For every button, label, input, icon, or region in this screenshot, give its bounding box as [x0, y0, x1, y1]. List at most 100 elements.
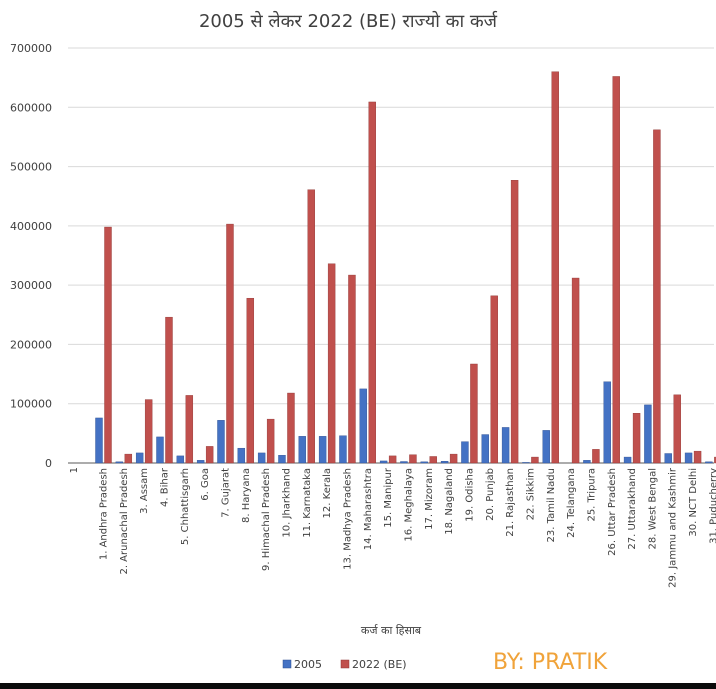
bar-2005	[522, 462, 530, 464]
x-tick-label: 1. Andhra Pradesh	[99, 468, 110, 560]
bar-2005	[644, 404, 652, 464]
bar-2022	[510, 180, 519, 464]
bar-2022	[388, 455, 397, 464]
x-tick-label: 28. West Bengal	[647, 468, 658, 549]
bar-2005	[583, 460, 591, 464]
x-tick-label: 18. Nagaland	[444, 468, 455, 535]
bar-2005	[278, 455, 286, 464]
x-tick-label: 17. Mizoram	[424, 468, 435, 530]
legend-swatch-2022	[340, 659, 350, 669]
x-tick-label: 25. Tripura	[586, 468, 597, 522]
x-tick-label: 24. Telangana	[566, 468, 577, 538]
x-tick-label: 19. Odisha	[464, 468, 475, 522]
x-tick-label: 9. Himachal Pradesh	[261, 468, 272, 571]
bar-2022	[673, 394, 681, 464]
bar-2005	[420, 461, 428, 464]
bar-2005	[400, 461, 408, 464]
bar-2022	[226, 223, 234, 464]
bar-2022	[307, 189, 315, 464]
y-tick-label: 700000	[10, 42, 52, 55]
bar-2005	[339, 435, 347, 464]
x-tick-label: 23. Tamil Nadu	[546, 468, 557, 542]
x-tick-label: 29. Jammu and Kashmir	[668, 467, 679, 588]
x-tick-label: 31. Puducherry	[708, 468, 716, 544]
x-tick-label: 8. Haryana	[241, 468, 252, 523]
x-tick-label: 4. Bihar	[159, 467, 170, 507]
bar-2022	[693, 450, 702, 464]
bar-2022	[185, 395, 194, 464]
x-tick-label: 26. Uttar Pradesh	[607, 468, 618, 556]
bar-2005	[481, 434, 489, 464]
x-tick-label: 5. Chhattisgarh	[180, 468, 191, 545]
x-tick-label: 6. Goa	[200, 468, 211, 501]
bar-2022	[612, 76, 620, 464]
x-tick-label: 13. Madhya Pradesh	[342, 468, 353, 570]
x-tick-label: 15. Manipur	[383, 467, 394, 528]
bar-2022	[327, 263, 336, 464]
bar-2022	[449, 453, 458, 464]
y-tick-label: 600000	[10, 101, 52, 114]
bar-2005	[237, 447, 246, 464]
y-tick-label: 300000	[10, 279, 52, 292]
y-tick-label: 500000	[10, 161, 52, 174]
bar-2022	[104, 226, 112, 464]
bar-2005	[196, 460, 205, 464]
bar-2005	[318, 436, 327, 464]
bar-2005	[135, 452, 144, 464]
x-tick-label: 30. NCT Delhi	[688, 468, 699, 537]
x-tick-label: 14. Maharashtra	[363, 468, 374, 550]
x-tick-label: 27. Uttarakhand	[627, 468, 638, 550]
bar-2005	[542, 430, 550, 464]
bar-2005	[176, 455, 185, 464]
x-tick-label: 2. Arunachal Pradesh	[119, 468, 130, 575]
bar-2022	[551, 71, 559, 464]
bar-2022	[205, 446, 214, 464]
legend-label-2005: 2005	[294, 658, 322, 671]
x-tick-label: 3. Assam	[139, 468, 150, 514]
bar-2022	[653, 129, 661, 464]
bar-2022	[470, 363, 478, 464]
bar-2005	[501, 427, 510, 464]
bar-2005	[257, 452, 266, 464]
x-tick-label: 21. Rajasthan	[505, 468, 516, 537]
bar-2022	[531, 456, 539, 464]
bar-2005	[359, 388, 367, 464]
bar-2022	[165, 316, 173, 464]
bar-2022	[409, 454, 417, 464]
y-tick-label: 100000	[10, 398, 52, 411]
watermark-text: BY: PRATIK	[493, 650, 608, 675]
x-tick-label: 16. Meghalaya	[403, 468, 414, 542]
bar-2022	[429, 456, 437, 464]
bar-2005	[461, 441, 469, 464]
bar-2022	[144, 399, 153, 464]
y-tick-label: 400000	[10, 220, 52, 233]
y-tick-label: 200000	[10, 338, 52, 351]
bar-2022	[490, 295, 498, 464]
bar-2022	[266, 418, 275, 464]
x-tick-label: 20. Punjab	[485, 468, 496, 521]
bar-2022	[287, 392, 295, 464]
x-tick-label: 22. Sikkim	[525, 468, 536, 520]
bar-2005	[95, 417, 103, 464]
bar-2005	[705, 461, 713, 464]
bar-2005	[664, 453, 672, 464]
bar-2022	[592, 449, 600, 464]
bar-2022	[714, 456, 716, 464]
bar-2022	[632, 413, 641, 464]
chart-title: 2005 से लेकर 2022 (BE) राज्यो का कर्ज	[199, 10, 498, 32]
bar-2005	[440, 461, 449, 464]
bar-2022	[348, 274, 356, 464]
x-tick-label: 11. Karnataka	[302, 468, 313, 538]
bar-2022	[124, 453, 133, 464]
bar-2005	[684, 452, 693, 464]
bar-2005	[298, 436, 306, 464]
bar-2005	[623, 456, 632, 464]
bar-2005	[603, 381, 611, 464]
bar-2005	[156, 436, 164, 464]
bar-2022	[246, 297, 255, 464]
x-tick-label: 7. Gujarat	[220, 468, 231, 518]
y-tick-label: 0	[45, 457, 52, 470]
bar-2005	[379, 460, 388, 464]
